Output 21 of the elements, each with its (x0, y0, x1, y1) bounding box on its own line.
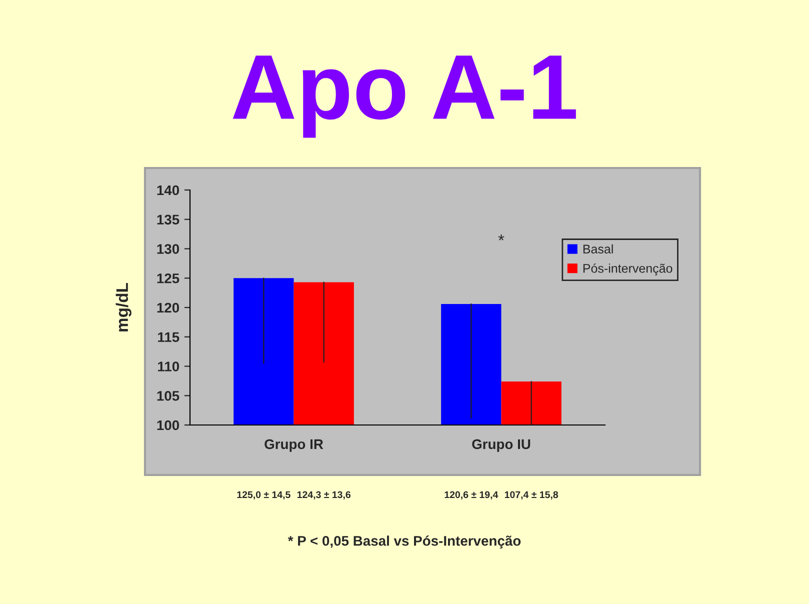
text: * P < 0,05 Basal vs Pós-Intervenção (288, 535, 521, 549)
text: 107,4 ± 15,8 (504, 491, 558, 500)
y-tick-label: 115 (158, 332, 180, 342)
annotation: * (498, 234, 504, 240)
y-tick-label: 100 (157, 420, 180, 430)
legend-label: Pós-intervenção (583, 263, 672, 276)
text: 125,0 ± 14,5 (237, 491, 290, 500)
y-tick-label: 135 (157, 214, 180, 225)
x-tick-label: Grupo IU (472, 439, 530, 452)
legend-label: Basal (583, 244, 613, 254)
y-tick-label: 125 (157, 273, 180, 284)
y-tick-label: 140 (157, 185, 180, 196)
y-axis-title: mg/dL (116, 283, 132, 332)
chart-title: Apo A-1 (232, 56, 576, 138)
y-tick-label: 110 (158, 362, 180, 372)
x-tick-label: Grupo IR (264, 439, 324, 452)
text: 120,6 ± 19,4 (444, 491, 498, 500)
text: 124,3 ± 13,6 (297, 491, 350, 500)
y-tick-label: 120 (157, 302, 180, 313)
y-tick-label: 105 (157, 390, 180, 401)
y-tick-label: 130 (157, 244, 180, 254)
